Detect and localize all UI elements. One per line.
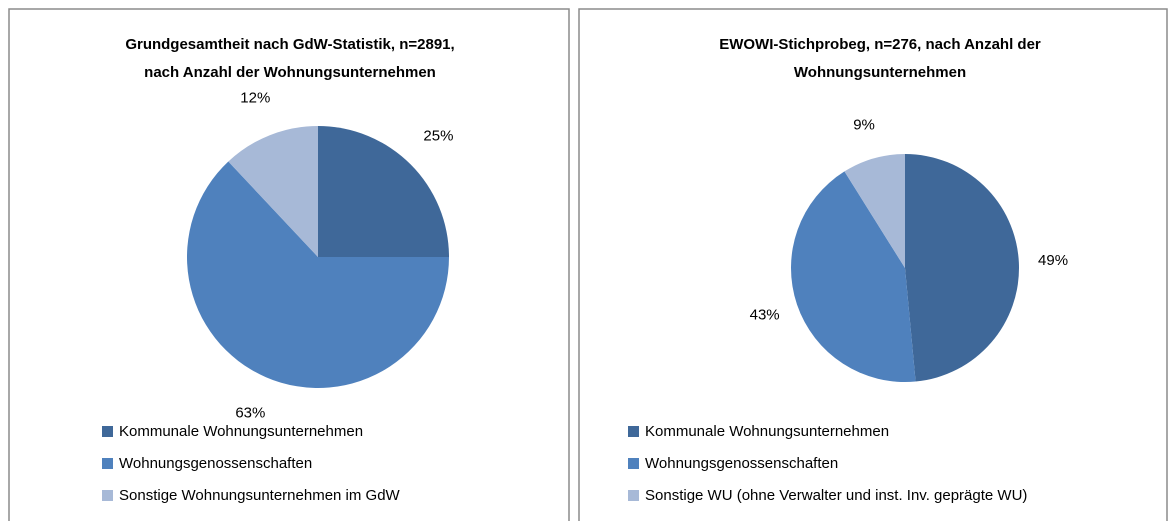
legend-label: Wohnungsgenossenschaften: [119, 455, 312, 472]
pie-slice: [187, 161, 450, 388]
legend-swatch: [102, 490, 113, 501]
chart-title: EWOWI-Stichprobeg, n=276, nach Anzahl de…: [719, 36, 1041, 53]
legend-swatch: [628, 458, 639, 469]
chart-title: nach Anzahl der Wohnungsunternehmen: [144, 64, 436, 81]
pie-slice: [905, 154, 1020, 382]
data-label: 25%: [423, 128, 453, 145]
frame: [578, 8, 1168, 521]
legend-swatch: [102, 426, 113, 437]
pie-slice: [790, 171, 916, 382]
legend-swatch: [102, 458, 113, 469]
legend-swatch: [628, 490, 639, 501]
legend-label: Wohnungsgenossenschaften: [645, 455, 838, 472]
pie-slice: [844, 154, 905, 268]
data-label: 49%: [1038, 252, 1068, 269]
data-label: 12%: [240, 90, 270, 107]
data-label: 63%: [235, 404, 265, 421]
legend-swatch: [628, 426, 639, 437]
legend-label: Kommunale Wohnungsunternehmen: [119, 423, 363, 440]
frame: [8, 8, 570, 521]
chart: Grundgesamtheit nach GdW-Statistik, n=28…: [8, 8, 570, 521]
legend-label: Kommunale Wohnungsunternehmen: [645, 423, 889, 440]
legend-label: Sonstige WU (ohne Verwalter und inst. In…: [645, 487, 1027, 504]
chart-title: Grundgesamtheit nach GdW-Statistik, n=28…: [125, 36, 454, 53]
chart-title: Wohnungsunternehmen: [794, 64, 966, 81]
chart: EWOWI-Stichprobeg, n=276, nach Anzahl de…: [578, 8, 1168, 521]
data-label: 9%: [853, 117, 875, 134]
pie-slice: [318, 126, 449, 257]
legend-label: Sonstige Wohnungsunternehmen im GdW: [119, 487, 401, 504]
data-label: 43%: [750, 307, 780, 324]
pie-slice: [228, 126, 318, 257]
